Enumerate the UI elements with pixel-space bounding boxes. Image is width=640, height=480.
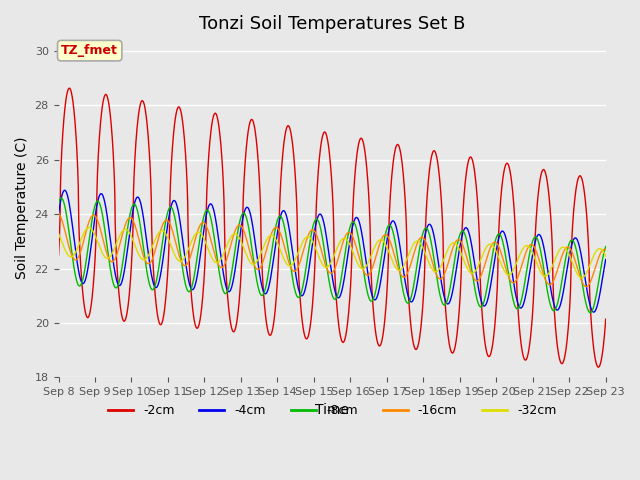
-2cm xyxy=(602,316,609,322)
-16cm xyxy=(582,284,590,289)
Text: TZ_fmet: TZ_fmet xyxy=(61,44,118,57)
-2cm xyxy=(65,85,73,91)
-2cm xyxy=(83,314,91,320)
-8cm xyxy=(586,310,594,315)
-32cm xyxy=(307,235,314,241)
-16cm xyxy=(486,247,493,253)
-8cm xyxy=(321,251,329,256)
Y-axis label: Soil Temperature (C): Soil Temperature (C) xyxy=(15,136,29,278)
-8cm xyxy=(602,244,609,250)
-16cm xyxy=(586,280,594,286)
-4cm xyxy=(590,309,598,315)
-16cm xyxy=(586,280,594,286)
-16cm xyxy=(602,247,609,253)
-32cm xyxy=(578,275,586,281)
-8cm xyxy=(83,254,91,260)
-16cm xyxy=(321,259,328,265)
Line: -8cm: -8cm xyxy=(58,198,605,312)
-16cm xyxy=(306,228,314,234)
Line: -16cm: -16cm xyxy=(58,214,605,287)
Line: -2cm: -2cm xyxy=(58,88,605,367)
-2cm xyxy=(54,252,62,258)
-32cm xyxy=(83,226,90,232)
-4cm xyxy=(586,302,594,308)
-32cm xyxy=(602,253,609,259)
-8cm xyxy=(586,310,594,315)
-2cm xyxy=(595,364,602,370)
-32cm xyxy=(54,231,62,237)
-16cm xyxy=(54,211,62,216)
-4cm xyxy=(486,288,493,294)
-16cm xyxy=(83,228,90,233)
-32cm xyxy=(486,241,493,247)
Legend: -2cm, -4cm, -8cm, -16cm, -32cm: -2cm, -4cm, -8cm, -16cm, -32cm xyxy=(103,399,561,422)
-4cm xyxy=(602,257,609,263)
Line: -4cm: -4cm xyxy=(58,190,605,312)
X-axis label: Time: Time xyxy=(315,403,349,417)
-4cm xyxy=(83,272,91,277)
-2cm xyxy=(307,323,314,328)
-32cm xyxy=(586,262,594,267)
-8cm xyxy=(586,310,594,315)
-2cm xyxy=(321,129,329,135)
-8cm xyxy=(307,237,314,242)
-4cm xyxy=(321,225,329,230)
Line: -32cm: -32cm xyxy=(58,228,605,278)
-2cm xyxy=(586,300,594,305)
-4cm xyxy=(586,301,594,307)
-32cm xyxy=(85,225,93,230)
-2cm xyxy=(486,353,493,359)
-4cm xyxy=(307,256,314,262)
-2cm xyxy=(586,294,594,300)
-32cm xyxy=(321,264,329,270)
-8cm xyxy=(58,195,65,201)
-4cm xyxy=(54,211,62,216)
-8cm xyxy=(486,269,493,275)
-4cm xyxy=(61,187,68,193)
-8cm xyxy=(54,200,62,205)
-32cm xyxy=(586,261,594,267)
Title: Tonzi Soil Temperatures Set B: Tonzi Soil Temperatures Set B xyxy=(199,15,465,33)
